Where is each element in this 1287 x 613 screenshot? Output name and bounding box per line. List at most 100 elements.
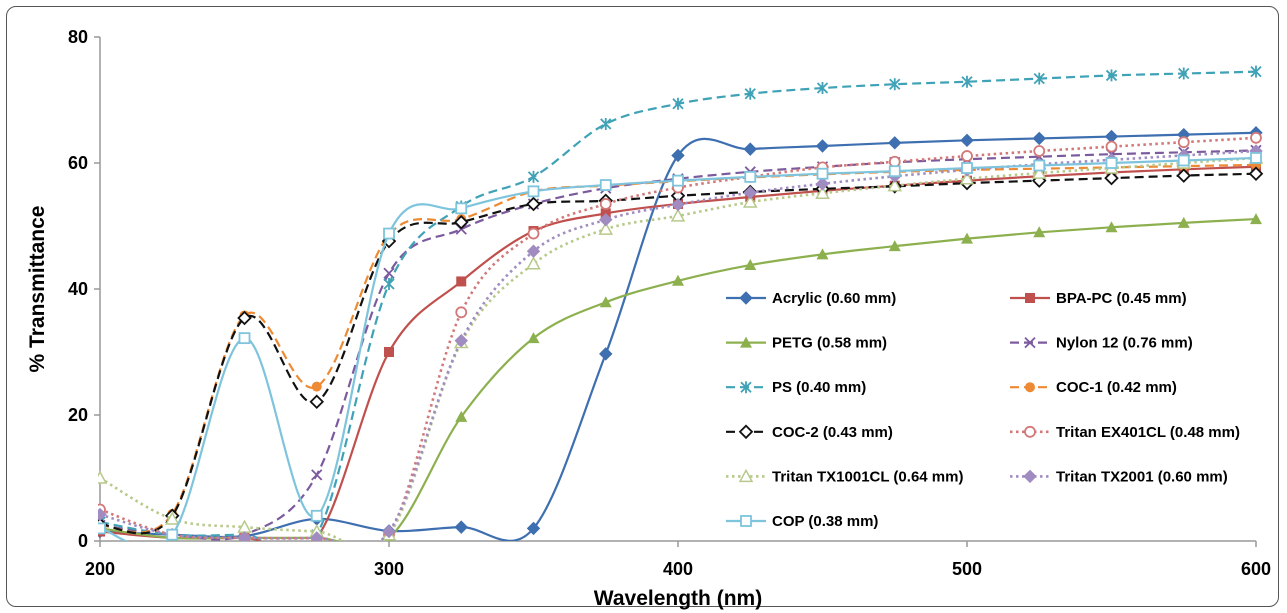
data-point: [527, 227, 540, 240]
data-point: [1105, 140, 1118, 153]
y-axis-title: % Transmittance: [26, 206, 49, 373]
data-point: [164, 511, 180, 525]
data-point: [454, 520, 468, 534]
legend-marker: [1025, 293, 1035, 303]
data-point: [383, 267, 395, 279]
legend-marker: [738, 468, 754, 483]
data-point: [383, 227, 395, 240]
data-point: [599, 212, 613, 227]
legend-label: Tritan TX1001CL (0.64 mm): [772, 468, 963, 485]
x-tick-label: 600: [1241, 559, 1271, 579]
legend-label: PS (0.40 mm): [772, 379, 866, 396]
data-point: [166, 528, 179, 541]
data-point: [1250, 213, 1262, 225]
legend-item: Tritan TX1001CL (0.64 mm): [726, 468, 963, 485]
data-point: [310, 509, 323, 522]
data-point: [1250, 131, 1262, 144]
data-point: [744, 87, 756, 100]
legend-marker: [740, 381, 752, 394]
legend-marker: [1024, 336, 1036, 349]
data-point: [816, 248, 829, 260]
data-point: [1176, 168, 1192, 183]
data-point: [1033, 72, 1045, 85]
data-point: [311, 381, 322, 392]
legend-label: BPA-PC (0.45 mm): [1056, 290, 1187, 307]
legend: Acrylic (0.60 mm) BPA-PC (0.45 mm) PETG (0…: [726, 290, 1240, 530]
data-point: [888, 155, 901, 168]
legend-marker: [740, 336, 752, 348]
data-point: [98, 522, 106, 535]
data-point: [309, 394, 325, 410]
legend-label: COC-1 (0.42 mm): [1056, 379, 1177, 396]
data-point: [1033, 145, 1046, 157]
legend-marker: [1023, 469, 1037, 484]
legend-marker: [1024, 425, 1036, 438]
data-point: [526, 244, 541, 258]
legend-item: COP (0.38 mm): [726, 513, 878, 530]
data-point: [888, 165, 901, 178]
data-point: [961, 162, 973, 174]
data-point: [98, 507, 107, 522]
data-point: [672, 174, 684, 187]
data-point: [815, 177, 830, 191]
data-point: [454, 333, 468, 348]
legend-item: PETG (0.58 mm): [726, 335, 887, 352]
data-point: [455, 410, 468, 422]
series-line: [99, 165, 1257, 541]
legend-marker: [738, 424, 754, 440]
data-point: [815, 185, 830, 199]
legend-label: Tritan EX401CL (0.48 mm): [1056, 424, 1240, 441]
data-point: [1177, 216, 1190, 228]
legend-marker: [1025, 382, 1035, 393]
data-point: [599, 179, 612, 191]
data-point: [526, 196, 541, 212]
y-tick-label: 20: [68, 405, 88, 425]
legend-marker: [739, 291, 753, 305]
x-tick-label: 300: [374, 559, 404, 579]
legend-label: PETG (0.58 mm): [772, 335, 887, 352]
data-point: [238, 332, 251, 345]
data-point: [1250, 65, 1262, 78]
legend-item: BPA-PC (0.45 mm): [1010, 290, 1187, 307]
data-point: [1250, 152, 1262, 164]
data-point: [743, 142, 757, 156]
legend-item: COC-2 (0.43 mm): [726, 424, 893, 441]
data-point: [237, 310, 252, 326]
data-point: [744, 259, 757, 271]
data-point: [526, 521, 541, 536]
data-point: [384, 347, 394, 357]
y-tick-label: 60: [68, 153, 88, 173]
data-point: [1104, 170, 1119, 186]
legend-item: Tritan TX2001 (0.60 mm): [1010, 468, 1228, 485]
data-point: [527, 332, 540, 344]
x-axis-title: Wavelength (nm): [594, 587, 762, 610]
chart-frame: [6, 6, 1279, 607]
data-point: [744, 170, 757, 183]
data-point: [600, 117, 612, 130]
data-point: [455, 306, 468, 319]
data-point: [599, 347, 613, 361]
data-point: [671, 148, 685, 163]
data-point: [889, 78, 901, 91]
series-line: [99, 70, 1257, 541]
y-tick-label: 0: [78, 531, 88, 551]
data-point: [1032, 131, 1046, 146]
series: [98, 152, 1262, 541]
data-point: [311, 469, 323, 481]
data-point: [453, 214, 469, 230]
legend-label: Nylon 12 (0.76 mm): [1056, 335, 1193, 352]
data-point: [383, 277, 395, 290]
data-point: [455, 202, 468, 215]
legend-item: Acrylic (0.60 mm): [726, 290, 896, 307]
data-point: [961, 75, 973, 88]
data-point: [959, 171, 975, 185]
y-tick-label: 80: [68, 27, 88, 47]
legend-marker: [740, 515, 752, 527]
legend-label: COC-2 (0.43 mm): [772, 424, 893, 441]
legend-item: Nylon 12 (0.76 mm): [1010, 335, 1193, 352]
data-point: [382, 524, 396, 539]
legend-item: Tritan EX401CL (0.48 mm): [1010, 424, 1240, 441]
data-point: [1105, 157, 1118, 169]
legend-label: Acrylic (0.60 mm): [772, 290, 896, 307]
